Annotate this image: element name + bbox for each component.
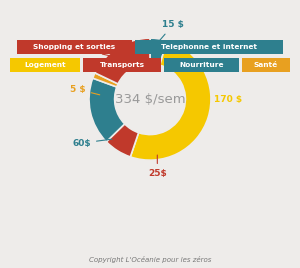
Wedge shape [106, 124, 139, 157]
Text: Logement: Logement [24, 62, 66, 68]
Text: 60$: 60$ [72, 139, 112, 148]
Text: Santé: Santé [254, 62, 278, 68]
Text: 15 $: 15 $ [160, 20, 184, 40]
Text: Transports: Transports [100, 62, 145, 68]
Wedge shape [89, 78, 125, 142]
Text: 60 $: 60 $ [75, 46, 116, 57]
Text: 5 $: 5 $ [70, 85, 100, 95]
Text: 25$: 25$ [148, 155, 167, 178]
Wedge shape [130, 40, 211, 160]
Text: 170 $: 170 $ [203, 95, 242, 104]
Text: 334 $/sem: 334 $/sem [115, 93, 185, 106]
Text: Copyright L'Océanie pour les zéros: Copyright L'Océanie pour les zéros [89, 256, 211, 263]
Text: Nourriture: Nourriture [179, 62, 224, 68]
Text: Shopping et sorties: Shopping et sorties [33, 44, 116, 50]
Wedge shape [95, 38, 150, 84]
Wedge shape [93, 73, 118, 87]
Wedge shape [150, 38, 167, 65]
Text: Telephonne et internet: Telephonne et internet [161, 44, 257, 50]
